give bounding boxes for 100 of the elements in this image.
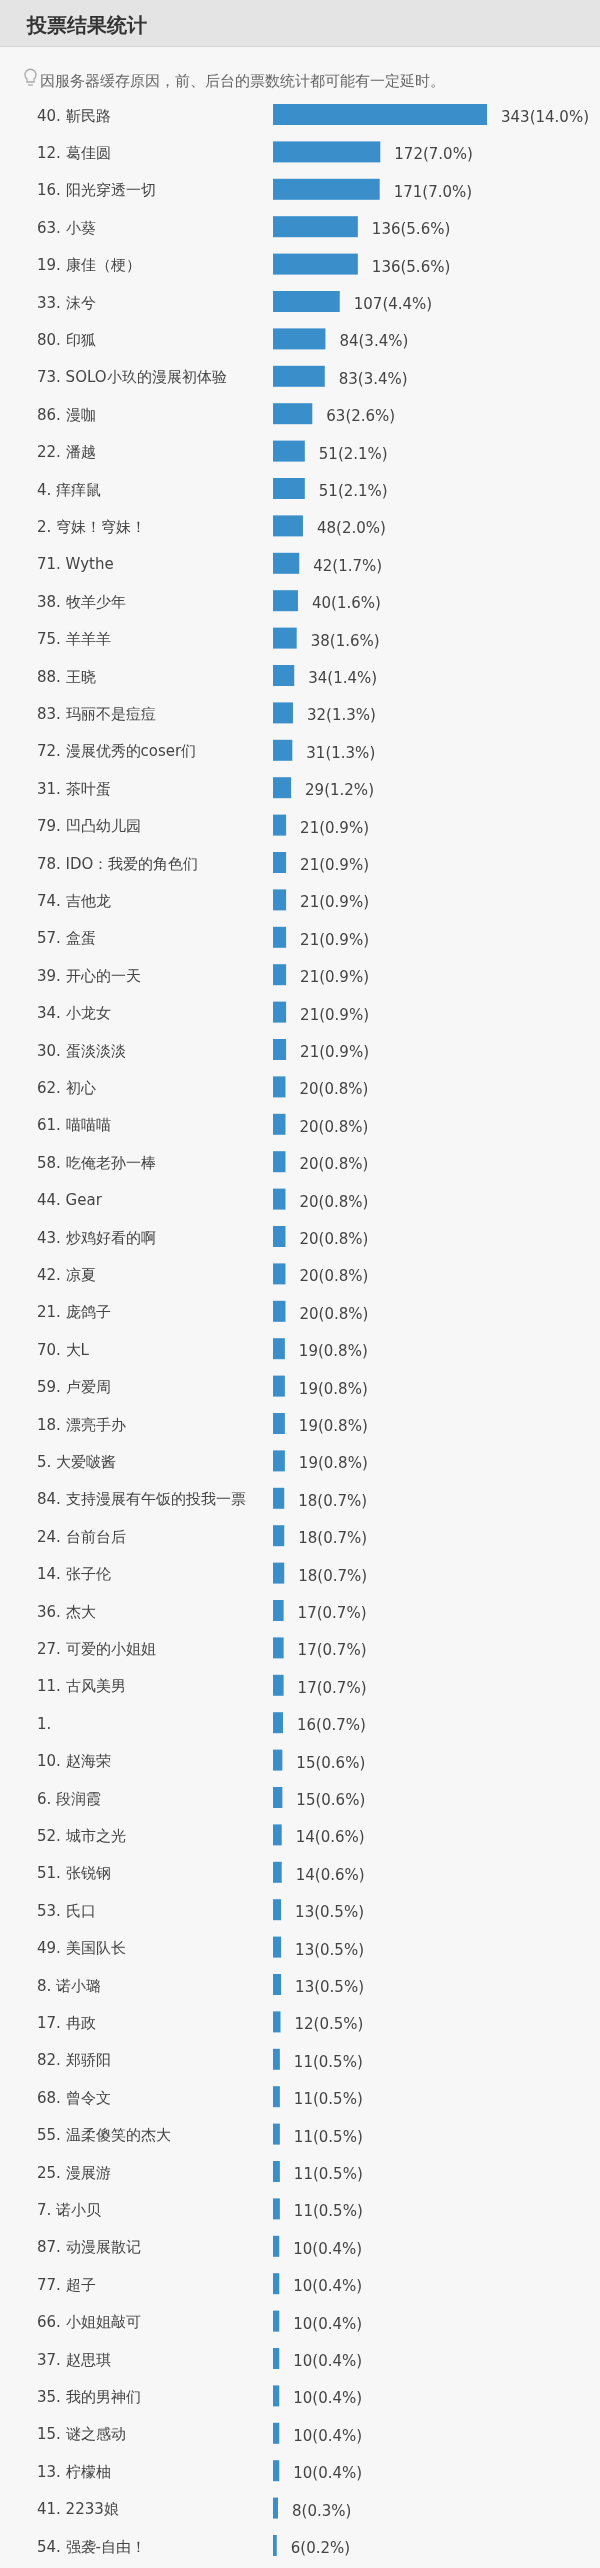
bar	[273, 2535, 277, 2556]
data-label: 10(0.4%)	[293, 2464, 363, 2483]
bar	[273, 1413, 285, 1434]
y-tick-label: 53. 氏口	[37, 1901, 96, 1920]
y-tick-label: 62. 初心	[37, 1078, 96, 1097]
y-tick-label: 88. 王晓	[37, 667, 96, 686]
y-tick-label: 63. 小葵	[37, 218, 96, 237]
y-tick-label: 37. 赵思琪	[37, 2350, 111, 2369]
data-label: 10(0.4%)	[293, 2352, 363, 2370]
y-tick-label: 6. 段润霞	[37, 1789, 102, 1808]
bar	[273, 2011, 281, 2033]
bar	[273, 1824, 282, 1846]
bar	[273, 1936, 282, 1958]
y-tick-label: 82. 郑骄阳	[37, 2051, 111, 2070]
bar	[273, 2348, 280, 2369]
bar	[273, 1899, 282, 1921]
data-label: 21(0.9%)	[300, 930, 370, 949]
data-label: 42(1.7%)	[313, 556, 383, 575]
bar	[273, 665, 295, 686]
data-label: 136(5.6%)	[371, 220, 451, 239]
y-tick-label: 40. 靳民路	[37, 106, 111, 125]
data-label: 48(2.0%)	[316, 519, 386, 538]
data-label: 21(0.9%)	[300, 818, 370, 837]
y-tick-label: 36. 杰大	[37, 1602, 96, 1621]
data-label: 19(0.8%)	[298, 1454, 368, 1473]
y-tick-label: 83. 玛丽不是痘痘	[37, 704, 156, 723]
y-tick-label: 58. 吃俺老孙一棒	[37, 1153, 156, 1172]
bar	[273, 1562, 285, 1584]
bar	[273, 852, 287, 873]
bar	[273, 1637, 284, 1659]
y-tick-label: 74. 吉他龙	[37, 891, 111, 910]
chart-subtitle: 因服务器缓存原因，前、后台的票数统计都可能有一定延时。	[40, 72, 445, 90]
y-tick-label: 11. 古风美男	[37, 1677, 126, 1696]
bar	[273, 1113, 286, 1135]
data-label: 38(1.6%)	[310, 631, 380, 650]
y-tick-label: 33. 沫兮	[37, 293, 96, 312]
data-label: 10(0.4%)	[293, 2426, 363, 2445]
data-label: 14(0.6%)	[295, 1865, 365, 1884]
y-tick-label: 27. 可爱的小姐姐	[37, 1639, 156, 1658]
bar	[273, 403, 313, 425]
bar	[273, 1151, 286, 1173]
y-tick-label: 77. 超子	[37, 2275, 96, 2294]
data-label: 21(0.9%)	[300, 1043, 370, 1061]
y-tick-label: 42. 凉夏	[37, 1265, 96, 1284]
bar	[273, 2123, 280, 2145]
data-label: 136(5.6%)	[371, 257, 451, 276]
bar	[273, 1375, 285, 1397]
bar	[273, 590, 298, 612]
y-tick-label: 71. Wythe	[37, 555, 114, 574]
data-label: 32(1.3%)	[306, 706, 376, 725]
bar	[273, 627, 297, 649]
y-tick-label: 5. 大爱啵酱	[37, 1452, 117, 1471]
data-label: 84(3.4%)	[339, 332, 409, 351]
y-tick-label: 39. 开心的一天	[37, 966, 141, 985]
y-tick-label: 8. 诺小璐	[37, 1976, 102, 1995]
y-tick-label: 38. 牧羊少年	[37, 592, 126, 611]
y-tick-label: 31. 茶叶蛋	[37, 779, 111, 798]
y-tick-label: 24. 台前台后	[37, 1527, 126, 1546]
bar	[273, 1712, 283, 1734]
data-label: 13(0.5%)	[295, 1903, 365, 1922]
data-label: 17(0.7%)	[297, 1678, 367, 1697]
y-tick-label: 79. 凹凸幼儿园	[37, 817, 141, 836]
bar	[273, 814, 287, 836]
bar	[273, 1188, 286, 1210]
bar	[273, 1226, 286, 1247]
y-tick-label: 35. 我的男神们	[37, 2387, 141, 2406]
y-tick-label: 55. 温柔傻笑的杰大	[37, 2126, 171, 2145]
y-tick-label: 49. 美国队长	[37, 1939, 126, 1958]
data-label: 6(0.2%)	[290, 2539, 351, 2557]
bar	[273, 2310, 280, 2332]
data-label: 20(0.8%)	[299, 1304, 369, 1323]
data-label: 8(0.3%)	[291, 2501, 352, 2520]
y-tick-label: 70. 大L	[37, 1340, 90, 1359]
data-label: 11(0.5%)	[293, 2090, 363, 2109]
y-tick-label: 30. 蛋淡淡淡	[37, 1041, 126, 1060]
data-label: 16(0.7%)	[296, 1716, 366, 1735]
data-label: 51(2.1%)	[318, 482, 388, 500]
bar	[273, 253, 358, 275]
y-tick-label: 41. 2233娘	[37, 2500, 119, 2519]
y-tick-label: 59. 卢爱周	[37, 1378, 111, 1397]
data-label: 51(2.1%)	[318, 444, 388, 463]
data-label: 171(7.0%)	[393, 182, 473, 201]
bar	[273, 889, 287, 911]
data-label: 11(0.5%)	[293, 2165, 363, 2183]
y-tick-label: 84. 支持漫展有午饭的投我一票	[37, 1490, 246, 1509]
data-label: 19(0.8%)	[298, 1379, 368, 1398]
data-label: 13(0.5%)	[295, 1940, 365, 1959]
y-tick-label: 16. 阳光穿透一切	[37, 181, 156, 200]
bar	[273, 777, 292, 799]
y-tick-label: 52. 城市之光	[37, 1826, 126, 1845]
y-tick-label: 68. 曾令文	[37, 2088, 111, 2107]
data-label: 107(4.4%)	[353, 295, 433, 313]
data-label: 10(0.4%)	[293, 2239, 363, 2258]
bar	[273, 1861, 282, 1883]
data-label: 20(0.8%)	[299, 1230, 369, 1248]
y-tick-label: 22. 潘越	[37, 443, 96, 462]
data-label: 21(0.9%)	[300, 856, 370, 874]
bar	[273, 1001, 287, 1023]
y-tick-label: 86. 漫咖	[37, 405, 96, 424]
data-label: 17(0.7%)	[297, 1641, 367, 1660]
